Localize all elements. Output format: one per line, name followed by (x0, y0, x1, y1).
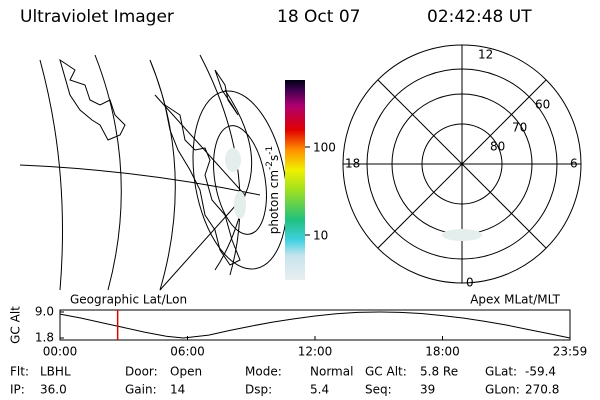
altitude-plot: 9.0 1.800:00 06:00 12:00 18:00 23:59 (35, 305, 587, 359)
x-tick-label: 18:00 (425, 345, 460, 359)
x-tick-label: 23:59 (553, 345, 588, 359)
colorbar-tick-label: 100 (313, 141, 336, 155)
field-value: 270.8 (525, 383, 559, 397)
field-label: GLat: (485, 365, 517, 379)
field-label: Mode: (245, 365, 282, 379)
field-label: IP: (10, 383, 25, 397)
field-value: -59.4 (525, 365, 556, 379)
field-label: GLon: (485, 383, 520, 397)
date: 18 Oct 07 (277, 7, 360, 27)
field-value: Normal (310, 365, 353, 379)
map-label: Geographic Lat/Lon (70, 293, 187, 307)
field-label: Seq: (365, 383, 392, 397)
mlt-label: 6 (570, 157, 578, 171)
colorbar-tick-label: 10 (313, 229, 328, 243)
field-label: Gain: (125, 383, 157, 397)
field-value: 5.4 (310, 383, 329, 397)
altitude-ylabel: GC Alt (9, 306, 23, 344)
polar-grid (342, 44, 582, 284)
lat-label: 70 (512, 121, 527, 135)
footer: Flt: LBHL Door: Open Mode: Normal GC Alt: 5.8 R… (10, 365, 559, 397)
geographic-map (19, 54, 288, 291)
x-tick-label: 00:00 (43, 345, 78, 359)
lat-label: 80 (490, 140, 505, 154)
mlt-label: 18 (345, 157, 360, 171)
mlt-label: 12 (478, 48, 493, 62)
x-tick-label: 06:00 (170, 345, 205, 359)
field-value: 5.8 Re (420, 365, 458, 379)
field-value: 36.0 (40, 383, 67, 397)
field-value: Open (170, 365, 202, 379)
colorbar-label: photon cm-2s-1 (265, 146, 281, 235)
field-value: 39 (420, 383, 435, 397)
time: 02:42:48 UT (427, 7, 532, 27)
altitude-frame (59, 309, 571, 341)
field-label: Flt: (10, 365, 29, 379)
title: Ultraviolet Imager (20, 7, 174, 27)
colorbar (285, 80, 305, 280)
x-tick-label: 12:00 (298, 345, 333, 359)
altitude-line (59, 311, 571, 339)
mlt-label: 0 (466, 276, 474, 290)
y-tick-label: 9.0 (35, 305, 54, 319)
field-label: Dsp: (245, 383, 272, 397)
lat-label: 60 (535, 98, 550, 112)
field-label: GC Alt: (365, 365, 407, 379)
field-value: LBHL (40, 365, 71, 379)
field-label: Door: (125, 365, 158, 379)
y-tick-label: 1.8 (35, 331, 54, 345)
map-label: Apex MLat/MLT (470, 293, 560, 307)
field-value: 14 (170, 383, 185, 397)
